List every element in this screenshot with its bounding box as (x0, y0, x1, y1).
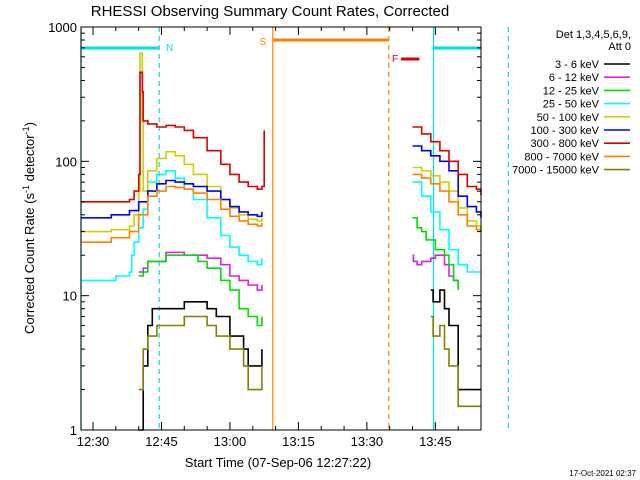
legend-label: 50 - 100 keV (537, 112, 600, 124)
x-tick-label: 13:00 (214, 434, 247, 449)
y-label-part3: ) (22, 122, 37, 126)
y-tick-label: 10 (63, 289, 77, 304)
chart-title: RHESSI Observing Summary Count Rates, Co… (91, 3, 449, 20)
y-axis-label: Corrected Count Rate (s-1 detector-1) (21, 122, 37, 334)
y-label-part2: detector (22, 134, 37, 185)
flag-label: S (260, 37, 267, 48)
x-tick-label: 13:30 (351, 434, 384, 449)
legend-label: 300 - 800 keV (531, 138, 600, 150)
legend-label: 25 - 50 keV (543, 99, 600, 111)
y-label-part1: Corrected Count Rate (s (22, 193, 37, 334)
legend-label: 7000 - 15000 keV (512, 165, 600, 177)
y-label-sup2: -1 (21, 126, 31, 134)
x-tick-label: 12:45 (145, 434, 178, 449)
legend-label: 12 - 25 keV (543, 85, 600, 97)
series-line (81, 173, 482, 243)
legend-label: 3 - 6 keV (555, 59, 600, 71)
flag-label: F (392, 54, 398, 65)
y-label-sup1: -1 (21, 185, 31, 193)
legend-label: 800 - 7000 keV (524, 151, 599, 163)
x-axis-label: Start Time (07-Sep-06 12:27:22) (185, 455, 371, 470)
legend-header: Att 0 (608, 41, 631, 53)
legend-label: 100 - 300 keV (531, 125, 600, 137)
y-tick-label: 100 (55, 154, 77, 169)
legend-label: 6 - 12 keV (549, 72, 600, 84)
series-line (138, 315, 481, 408)
plot-frame (80, 26, 482, 431)
axes-layer: 12:30 12:45 13:00 13:15 13:30 13:45 1 10 100 1000 (48, 20, 482, 449)
flag-label: N (166, 43, 173, 54)
y-tick-label: 1000 (48, 20, 77, 35)
legend-header: Det 1,3,4,5,6,9, (556, 29, 631, 41)
x-tick-label: 13:15 (282, 434, 315, 449)
flag-layer: N S F (80, 27, 509, 430)
timestamp: 17-Oct-2021 02:37 (569, 469, 636, 478)
x-tick-label: 13:45 (419, 434, 452, 449)
series-line (138, 217, 459, 327)
x-tick-label: 12:30 (77, 434, 110, 449)
y-tick-label: 1 (70, 423, 77, 438)
series-line (81, 170, 481, 282)
